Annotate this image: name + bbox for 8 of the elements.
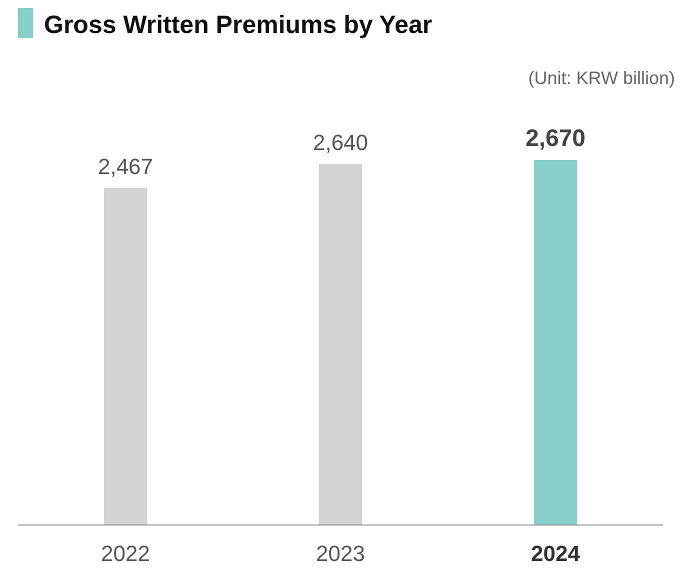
chart-title: Gross Written Premiums by Year [44,11,432,39]
x-tick-label: 2024 [531,541,581,566]
data-label: 2,640 [312,130,368,156]
text: (Unit: KRW billion) [528,68,675,88]
data-label: 2,670 [525,125,586,152]
x-tick-label: 2023 [316,541,365,566]
x-tick-label: 2022 [101,541,150,566]
data-label: 2,467 [98,154,154,179]
